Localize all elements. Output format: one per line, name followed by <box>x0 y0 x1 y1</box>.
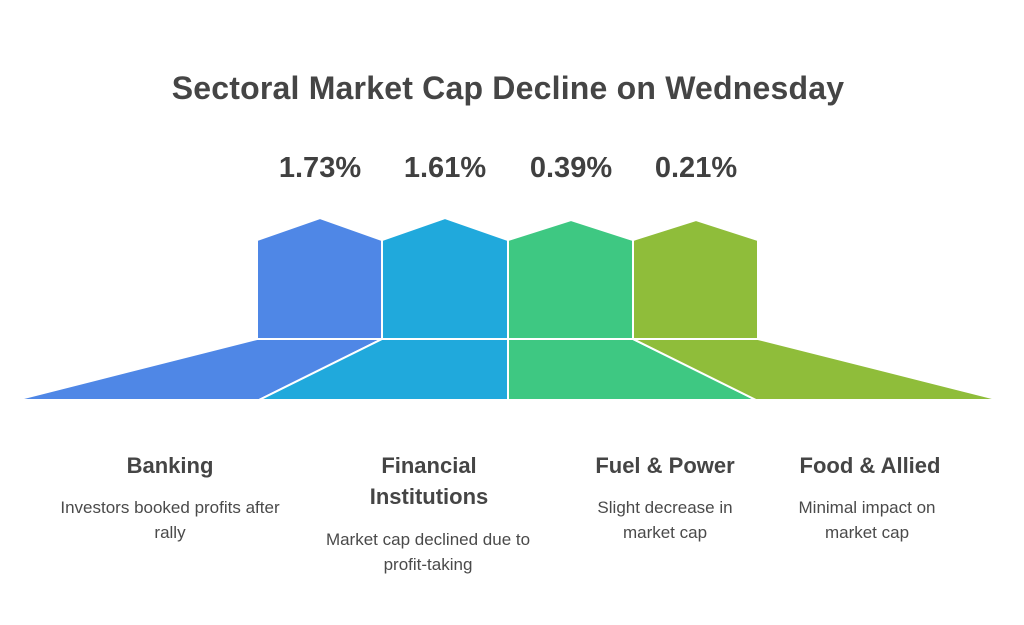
food-allied-base <box>632 338 1001 401</box>
diagram-title: Sectoral Market Cap Decline on Wednesday <box>171 70 845 106</box>
banking-upper-block <box>256 217 383 340</box>
financial-institutions-upper-block <box>381 217 509 340</box>
fuel-power-upper-block <box>507 219 634 340</box>
food-allied-label: Food & Allied <box>799 453 941 478</box>
banking-percent: 1.73% <box>278 152 362 184</box>
food-allied-upper-block <box>632 219 759 340</box>
fuel-power-description: Slight decrease in market cap <box>597 498 733 542</box>
financial-institutions-label: Financial Institutions <box>369 453 489 509</box>
financial-institutions-description: Market cap declined due to profit-taking <box>325 530 531 574</box>
financial-institutions-percent: 1.61% <box>403 152 487 184</box>
banking-description: Investors booked profits after rally <box>60 498 280 542</box>
fuel-power-label: Fuel & Power <box>595 453 735 478</box>
fuel-power-percent: 0.39% <box>529 152 613 184</box>
food-allied-description: Minimal impact on market cap <box>798 498 936 542</box>
banking-label: Banking <box>126 453 214 478</box>
food-allied-percent: 0.21% <box>654 152 738 184</box>
